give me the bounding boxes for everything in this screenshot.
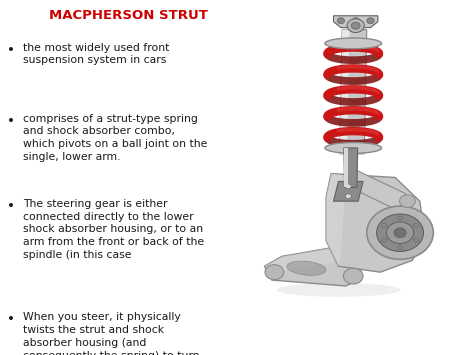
Ellipse shape [325,38,382,49]
Circle shape [382,223,386,227]
Polygon shape [340,29,367,154]
Ellipse shape [325,142,382,153]
Circle shape [347,19,365,33]
Circle shape [265,265,284,280]
Circle shape [400,195,415,207]
Text: The steering gear is either
connected directly to the lower
shock absorber housi: The steering gear is either connected di… [23,199,204,260]
Polygon shape [334,16,378,28]
Circle shape [272,266,282,274]
Text: comprises of a strut-type spring
and shock absorber combo,
which pivots on a bal: comprises of a strut-type spring and sho… [23,114,207,162]
Circle shape [343,268,363,284]
Polygon shape [344,148,348,187]
Polygon shape [264,246,351,272]
Circle shape [367,206,433,260]
Polygon shape [326,174,425,272]
Text: When you steer, it physically
twists the strut and shock
absorber housing (and
c: When you steer, it physically twists the… [23,312,199,355]
Circle shape [398,246,402,250]
Circle shape [414,238,419,242]
Text: the most widely used front
suspension system in cars: the most widely used front suspension sy… [23,43,169,65]
Circle shape [377,214,423,251]
Circle shape [386,222,414,244]
Polygon shape [334,181,363,201]
Circle shape [414,223,419,227]
Polygon shape [346,168,412,209]
Ellipse shape [277,283,400,297]
Circle shape [394,228,406,237]
Circle shape [382,238,386,242]
Circle shape [367,18,374,24]
Text: •: • [7,43,15,56]
Text: •: • [7,114,15,127]
Circle shape [351,22,360,29]
Circle shape [398,216,402,220]
Polygon shape [264,246,363,286]
Circle shape [352,18,359,24]
Circle shape [348,272,358,280]
Circle shape [346,184,351,189]
Polygon shape [344,148,358,187]
Circle shape [346,194,351,198]
Circle shape [337,18,345,24]
Text: •: • [7,199,15,213]
Polygon shape [326,174,346,266]
Polygon shape [340,29,349,154]
Ellipse shape [287,261,326,275]
Text: •: • [7,312,15,326]
Text: MACPHERSON STRUT: MACPHERSON STRUT [48,9,208,22]
